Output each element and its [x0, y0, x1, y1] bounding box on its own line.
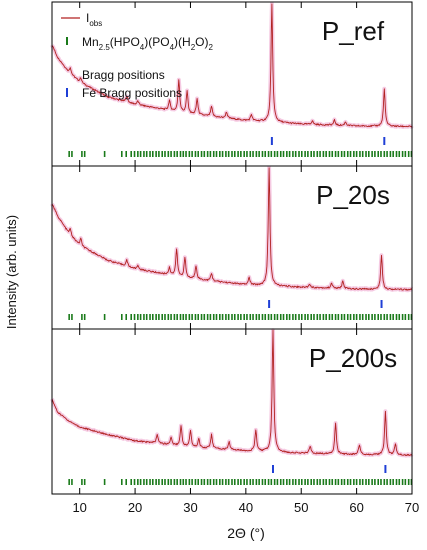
- legend-phase-part: 4: [170, 43, 175, 52]
- panel-2: P_20s: [50, 165, 414, 320]
- x-tick-label: 30: [183, 500, 197, 515]
- legend-phase-part: 2: [209, 43, 214, 52]
- x-tick-label: 40: [239, 500, 253, 515]
- panel-label: P_200s: [309, 343, 397, 373]
- legend-phase-part: (HPO: [110, 35, 140, 49]
- x-axis-label: 2Θ (°): [227, 525, 265, 541]
- x-tick-label: 70: [405, 500, 419, 515]
- legend-phase-part: 2: [191, 43, 196, 52]
- legend-phase-part: 4: [140, 43, 145, 52]
- panel-1: P_ref: [50, 1, 414, 157]
- legend-phase-part: )(H: [174, 35, 191, 49]
- legend-phase-part: Mn: [82, 35, 99, 49]
- x-tick-label: 50: [294, 500, 308, 515]
- observed-pattern: [51, 329, 413, 456]
- x-tick-label: 20: [128, 500, 142, 515]
- panel-frame: [51, 328, 413, 495]
- legend-label-phase: Mn2.5(HPO4)(PO4)(H2O)2: [82, 35, 214, 52]
- observed-pattern: [51, 167, 413, 291]
- legend-phase-part: O): [195, 35, 208, 49]
- y-axis-label: Intensity (arb. units): [4, 215, 19, 329]
- legend-phase-part: 2.5: [99, 43, 111, 52]
- legend-label-phase-line2: Bragg positions: [82, 68, 165, 82]
- x-tick-label: 60: [349, 500, 363, 515]
- panel-label: P_ref: [322, 16, 385, 46]
- legend-phase-part: )(PO: [144, 35, 169, 49]
- observed-pattern: [51, 3, 413, 128]
- panel-3: P_200s: [50, 328, 414, 485]
- x-tick-label: 10: [72, 500, 86, 515]
- legend-label-fe: Fe Bragg positions: [82, 86, 182, 100]
- panel-label: P_20s: [316, 180, 390, 210]
- legend-label-observed-sub: obs: [89, 19, 102, 28]
